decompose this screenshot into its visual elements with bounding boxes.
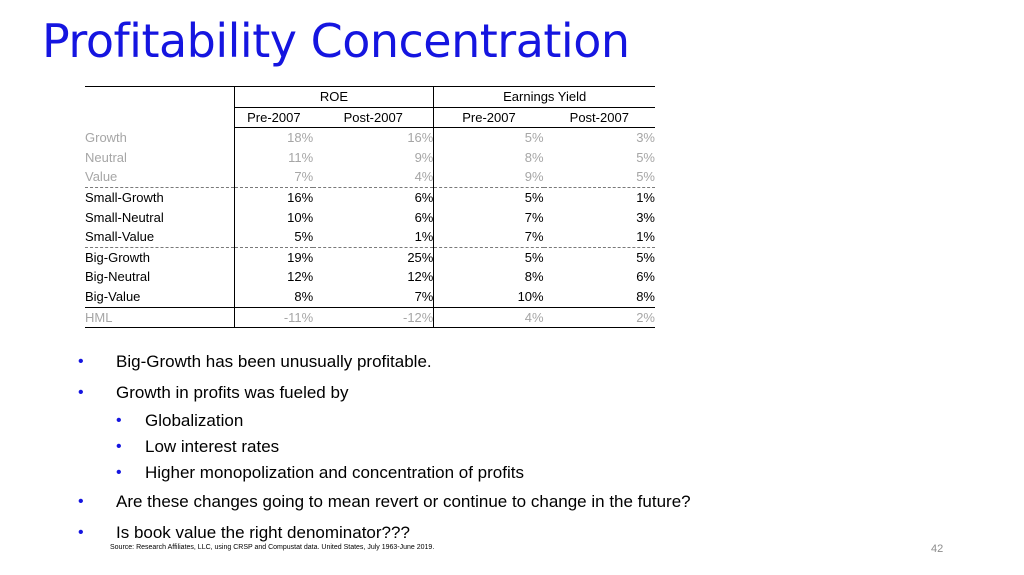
bullet-glyph: • [78,524,84,541]
bullet-text: Big-Growth has been unusually profitable… [116,352,432,371]
source-note: Source: Research Affiliates, LLC, using … [110,544,435,551]
cell-value: 5% [433,127,544,148]
cell-value: 4% [414,169,434,185]
cell-value: 10% [233,207,314,228]
table-row: Big-Growth 19% 25% 5% 5% [85,246,655,268]
cell-value: 4% [433,306,544,329]
subheader-ey-post: Post-2007 [543,107,655,129]
cell-value: 5% [433,246,544,268]
cell-value: 8% [433,147,544,168]
cell-value: 1% [636,229,655,245]
cell-value: 5% [433,186,544,208]
table-row: Small-Growth 16% 6% 5% 1% [85,186,655,208]
cell-value: 5% [636,169,655,185]
sub-bullet-item: • Globalization [78,408,958,434]
bullet-item: • Growth in profits was fueled by [78,377,958,408]
bullet-list: • Big-Growth has been unusually profitab… [78,346,958,548]
cell-value: 5% [636,149,655,165]
group-header-roe: ROE [233,86,434,108]
cell-value: 7% [414,288,434,304]
row-label: HML [85,306,235,329]
bullet-glyph: • [116,412,122,429]
table-row: Small-Value 5% 1% 7% 1% [85,227,655,248]
cell-value: 8% [636,288,655,304]
cell-value: 25% [313,246,434,268]
cell-value: 7% [433,227,544,248]
page-number: 42 [931,543,944,555]
bullet-text: Growth in profits was fueled by [116,383,349,402]
table-row: Big-Value 8% 7% 10% 8% [85,286,655,308]
table-group-header-row: ROE Earnings Yield [85,86,655,108]
bullet-glyph: • [78,493,84,510]
cell-value: 6% [414,209,434,225]
sub-bullet-text: Higher monopolization and concentration … [145,463,524,482]
cell-value: 5% [233,227,314,248]
cell-value: 6% [313,186,434,208]
cell-value: 19% [233,246,314,268]
cell-value: -12% [313,306,434,329]
row-label: Small-Value [85,229,155,245]
cell-value: 7% [433,207,544,228]
row-label: Big-Growth [85,246,235,268]
row-label: Growth [85,129,127,145]
table-row: Growth 18% 16% 5% 3% [85,127,655,148]
row-label: Big-Neutral [85,269,151,285]
cell-value: 8% [433,267,544,287]
cell-value: 7% [233,167,314,188]
bullet-glyph: • [78,353,84,370]
cell-value: 10% [433,286,544,308]
cell-value: 9% [414,149,434,165]
sub-bullet-text: Low interest rates [145,437,280,456]
table-row: Neutral 11% 9% 8% 5% [85,147,655,168]
bullet-item: • Big-Growth has been unusually profitab… [78,346,958,377]
cell-value: 5% [543,246,655,268]
slide-title: Profitability Concentration [42,14,630,68]
cell-value: 3% [636,130,655,146]
subheader-ey-pre: Pre-2007 [433,107,544,129]
subheader-roe-pre: Pre-2007 [233,107,314,129]
table-row: Big-Neutral 12% 12% 8% 6% [85,267,655,287]
row-label: Big-Value [85,288,141,304]
cell-value: 12% [233,267,314,287]
table-row: Value 7% 4% 9% 5% [85,167,655,188]
cell-value: 9% [433,167,544,188]
bullet-text: Is book value the right denominator??? [116,523,410,542]
cell-value: 6% [636,269,655,285]
subheader-roe-post: Post-2007 [313,107,434,129]
cell-value: 3% [636,209,655,225]
cell-value: 2% [543,306,655,329]
cell-value: 8% [233,286,314,308]
bullet-glyph: • [78,384,84,401]
table-subheader-row: Pre-2007 Post-2007 Pre-2007 Post-2007 [85,107,655,129]
cell-value: 1% [414,229,434,245]
sub-bullet-text: Globalization [145,411,244,430]
cell-value: 12% [407,269,434,285]
group-header-earnings-yield: Earnings Yield [433,86,655,108]
cell-value: 1% [543,186,655,208]
bullet-glyph: • [116,438,122,455]
cell-value: 18% [233,127,314,148]
cell-value: 11% [233,147,314,168]
row-label: Small-Neutral [85,209,164,225]
sub-bullet-item: • Higher monopolization and concentratio… [78,460,958,486]
cell-value: -11% [233,306,314,329]
sub-bullet-item: • Low interest rates [78,434,958,460]
row-label: Value [85,169,118,185]
row-label: Small-Growth [85,186,235,208]
bullet-text: Are these changes going to mean revert o… [116,492,691,511]
bullet-glyph: • [116,464,122,481]
table-row: Small-Neutral 10% 6% 7% 3% [85,207,655,228]
bullet-item: • Are these changes going to mean revert… [78,486,958,517]
bullet-item: • Is book value the right denominator??? [78,517,958,548]
table-row-hml: HML -11% -12% 4% 2% [85,306,655,329]
row-label: Neutral [85,149,127,165]
cell-value: 16% [407,130,434,146]
cell-value: 16% [233,186,314,208]
profitability-table: ROE Earnings Yield Pre-2007 Post-2007 Pr… [85,86,655,329]
